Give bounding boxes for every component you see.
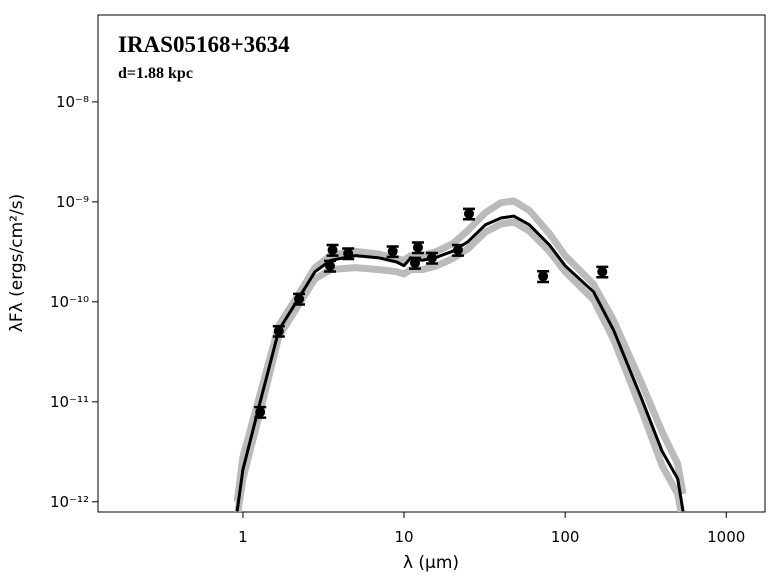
data-point bbox=[273, 326, 284, 337]
data-point bbox=[410, 257, 421, 268]
plot-area bbox=[233, 197, 687, 512]
data-point bbox=[463, 208, 474, 219]
data-point bbox=[327, 244, 338, 255]
y-tick-label: 10⁻⁹ bbox=[56, 193, 89, 211]
x-tick-label: 100 bbox=[551, 528, 580, 546]
y-axis-label: λFλ (ergs/cm²/s) bbox=[7, 194, 27, 332]
data-point bbox=[294, 293, 305, 304]
model-line bbox=[235, 214, 685, 512]
chart-title: IRAS05168+3634 bbox=[118, 32, 290, 57]
data-point bbox=[343, 248, 354, 259]
x-tick-label: 10 bbox=[394, 528, 413, 546]
data-point bbox=[597, 266, 608, 277]
data-point bbox=[255, 407, 266, 418]
data-point bbox=[412, 242, 423, 253]
data-point bbox=[452, 244, 463, 255]
model-line bbox=[233, 197, 687, 503]
data-point bbox=[426, 252, 437, 263]
x-tick-label: 1000 bbox=[707, 528, 745, 546]
y-tick-label: 10⁻¹² bbox=[50, 493, 89, 511]
x-axis-label: λ (μm) bbox=[403, 553, 459, 573]
x-tick-label: 1 bbox=[238, 528, 248, 546]
y-tick-label: 10⁻¹⁰ bbox=[50, 293, 89, 311]
model-line bbox=[234, 218, 685, 512]
y-tick-label: 10⁻¹¹ bbox=[50, 393, 89, 411]
plot-frame bbox=[97, 14, 766, 513]
chart-subtitle: d=1.88 kpc bbox=[118, 65, 193, 82]
data-point bbox=[538, 271, 549, 282]
data-point bbox=[324, 260, 335, 271]
y-tick-label: 10⁻⁸ bbox=[56, 93, 89, 111]
data-point bbox=[387, 246, 398, 257]
